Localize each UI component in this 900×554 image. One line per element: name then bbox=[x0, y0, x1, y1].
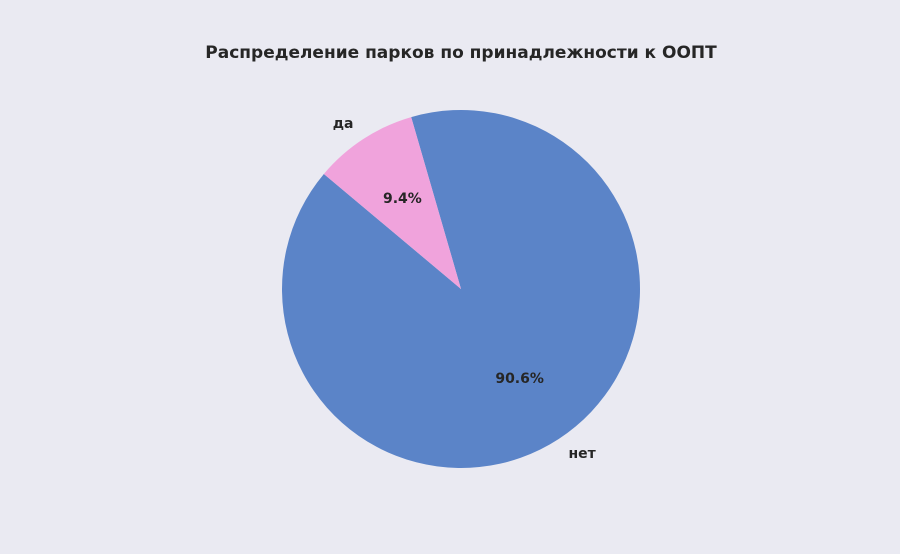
pie-slice bbox=[282, 109, 641, 468]
value-label: 90.6% bbox=[495, 371, 544, 387]
slice-label: нет bbox=[568, 446, 596, 462]
pie-slice bbox=[323, 117, 461, 290]
slice-label: да bbox=[333, 116, 354, 132]
value-label: 9.4% bbox=[383, 191, 422, 207]
chart-title: Распределение парков по принадлежности к… bbox=[205, 43, 717, 63]
